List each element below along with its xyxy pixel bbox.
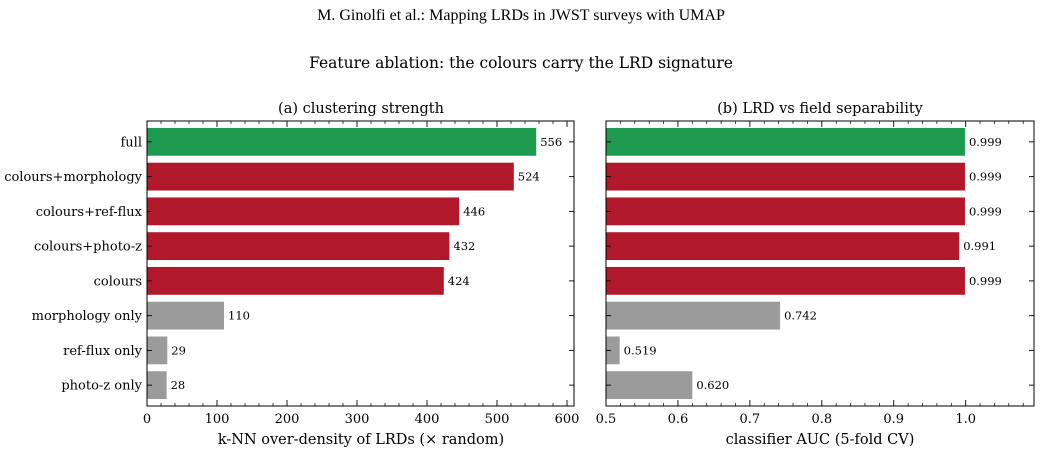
panel-a-category-label-2: colours+ref-flux [36, 205, 143, 220]
panel-a-category-label-1: colours+morphology [4, 170, 142, 185]
page-header: M. Ginolfi et al.: Mapping LRDs in JWST … [317, 7, 725, 24]
panel-a-category-label-7: photo-z only [61, 379, 142, 394]
figure-title: Feature ablation: the colours carry the … [309, 54, 733, 72]
panel-a-category-label-3: colours+photo-z [34, 240, 142, 255]
panel-b-xtick-label-0: 0.5 [596, 412, 617, 427]
panel-a-plot: 556 524 446 432 424 110 29 28 full colours+morpho… [4, 120, 580, 427]
panel-a-category-label-5: morphology only [32, 309, 143, 324]
panel-a-xtick-label-2: 200 [275, 412, 300, 427]
panel-b-xtick-label-3: 0.8 [811, 412, 832, 427]
panel-a-category-label-0: full [121, 135, 143, 150]
panel-b-bar-6 [606, 336, 620, 365]
panel-b-xtick-label-4: 0.9 [883, 412, 904, 427]
panel-a-xtick-label-6: 600 [555, 412, 580, 427]
panel-b-plot: 0.999 0.999 0.999 0.991 0.999 0.742 0.519 0.620… [596, 120, 1035, 427]
panel-b-value-label-5: 0.742 [784, 309, 817, 323]
panel-a-xtick-label-4: 400 [415, 412, 440, 427]
panel-b-value-label-7: 0.620 [696, 378, 729, 392]
panel-a-bar-2 [147, 197, 460, 226]
panel-a-value-label-5: 110 [228, 309, 250, 323]
panel-b-bar-4 [606, 266, 965, 295]
panel-b-bar-3 [606, 232, 960, 261]
panel-a-category-label-6: ref-flux only [63, 344, 143, 359]
panel-a-xtick-label-1: 100 [205, 412, 230, 427]
panel-a-value-label-1: 524 [518, 170, 540, 184]
panel-a-value-label-0: 556 [540, 135, 562, 149]
panel-b-value-label-0: 0.999 [969, 135, 1002, 149]
panel-a-xtick-label-5: 500 [485, 412, 510, 427]
panel-a-axes-frame [146, 120, 575, 407]
panel-a-bar-1 [147, 162, 514, 191]
panel-b-value-label-6: 0.519 [624, 343, 657, 357]
panel-b-value-label-3: 0.991 [963, 239, 996, 253]
panel-b-bar-1 [606, 162, 965, 191]
panel-a-bar-6 [147, 336, 168, 365]
panel-a-bar-4 [147, 266, 444, 295]
panel-a-value-label-6: 29 [171, 343, 186, 357]
panel-b-value-label-4: 0.999 [969, 274, 1002, 288]
panel-a-title: (a) clustering strength [278, 101, 444, 117]
panel-b: (b) LRD vs field separability 0.9990.999… [596, 101, 1035, 448]
panel-b-xtick-label-2: 0.7 [740, 412, 761, 427]
panel-a-category-label-4: colours [94, 274, 142, 289]
panel-b-value-label-1: 0.999 [969, 170, 1002, 184]
panel-a-value-label-7: 28 [171, 378, 186, 392]
panel-a-value-label-4: 424 [448, 274, 470, 288]
panel-b-bar-2 [606, 197, 965, 226]
panel-a-value-label-2: 446 [463, 204, 485, 218]
panel-a-bar-5 [147, 301, 224, 330]
panel-a-bar-3 [147, 232, 450, 261]
panel-a-value-label-3: 432 [453, 239, 475, 253]
panel-a-xtick-label-0: 0 [143, 412, 151, 427]
panel-b-bar-5 [606, 301, 781, 330]
panel-b-bar-0 [606, 127, 965, 156]
panel-a-xtick-label-3: 300 [345, 412, 370, 427]
panel-b-bar-7 [606, 371, 693, 400]
panel-b-axes-frame [605, 120, 1035, 407]
panel-a-xlabel: k-NN over-density of LRDs (× random) [218, 432, 504, 448]
panel-b-xlabel: classifier AUC (5-fold CV) [726, 432, 915, 448]
panel-b-value-label-2: 0.999 [969, 204, 1002, 218]
panel-a: (a) clustering strength 556 524 446 432 424 1… [4, 101, 579, 448]
panel-b-xtick-label-5: 1.0 [955, 412, 976, 427]
panel-a-bar-7 [147, 371, 167, 400]
panel-b-xtick-label-1: 0.6 [668, 412, 689, 427]
panel-a-bar-0 [147, 127, 537, 156]
panel-b-title: (b) LRD vs field separability [717, 101, 924, 117]
